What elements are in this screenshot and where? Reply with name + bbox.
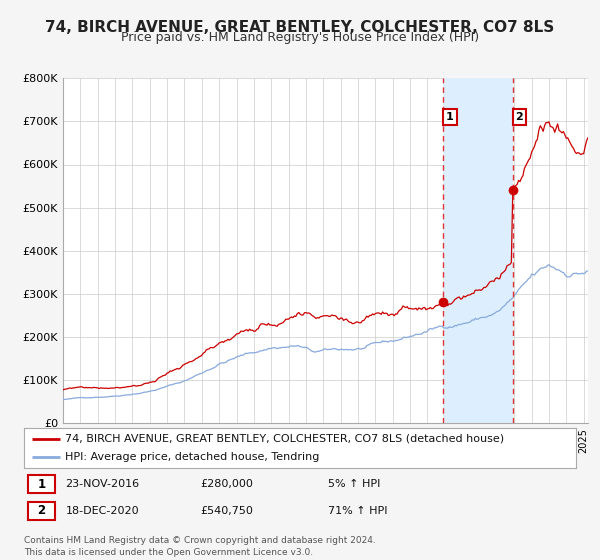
Text: HPI: Average price, detached house, Tendring: HPI: Average price, detached house, Tend… [65,452,320,462]
FancyBboxPatch shape [28,475,55,493]
Bar [443,78,513,423]
Text: 2: 2 [38,504,46,517]
Text: 74, BIRCH AVENUE, GREAT BENTLEY, COLCHESTER, CO7 8LS (detached house): 74, BIRCH AVENUE, GREAT BENTLEY, COLCHES… [65,434,505,444]
Text: £540,750: £540,750 [200,506,254,516]
FancyBboxPatch shape [28,502,55,520]
Text: 1: 1 [446,112,454,122]
Text: Price paid vs. HM Land Registry's House Price Index (HPI): Price paid vs. HM Land Registry's House … [121,31,479,44]
Text: 18-DEC-2020: 18-DEC-2020 [65,506,139,516]
Text: 2: 2 [515,112,523,122]
Text: 71% ↑ HPI: 71% ↑ HPI [328,506,387,516]
Text: 1: 1 [38,478,46,491]
Text: 74, BIRCH AVENUE, GREAT BENTLEY, COLCHESTER, CO7 8LS: 74, BIRCH AVENUE, GREAT BENTLEY, COLCHES… [46,20,554,35]
Text: 23-NOV-2016: 23-NOV-2016 [65,479,140,489]
Text: £280,000: £280,000 [200,479,254,489]
Text: Contains HM Land Registry data © Crown copyright and database right 2024.
This d: Contains HM Land Registry data © Crown c… [24,536,376,557]
Text: 5% ↑ HPI: 5% ↑ HPI [328,479,380,489]
